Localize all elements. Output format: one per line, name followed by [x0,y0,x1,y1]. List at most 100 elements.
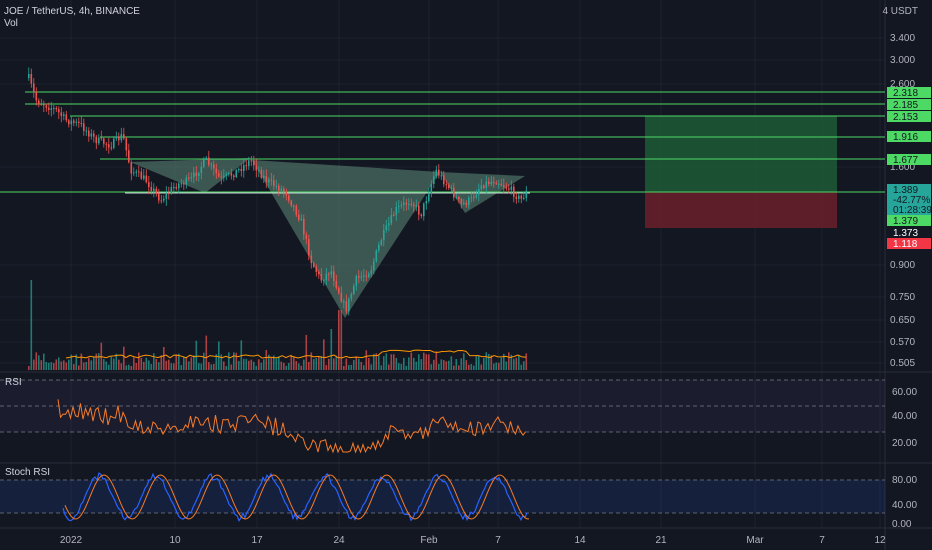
candle-body [150,187,153,191]
volume-bar [90,360,93,370]
volume-bar [518,355,520,370]
volume-bar [520,364,523,370]
candle-body [518,195,520,200]
volume-bar [408,357,410,370]
volume-bar [140,357,143,370]
volume-bar [435,351,438,370]
candle-body [480,185,483,189]
price-badge[interactable] [887,154,931,165]
left-shoulder[interactable] [130,158,250,193]
price-badge[interactable] [887,131,931,142]
candle-body [350,293,353,299]
candle-body [140,171,143,179]
price-badge[interactable] [887,238,931,249]
candle-body [333,271,335,281]
candle-body [310,255,313,264]
price-tick-label: 0.900 [890,260,915,271]
volume-bar [450,356,453,370]
candle-body [323,280,325,282]
volume-bar [168,359,170,370]
candle-body [313,263,315,267]
price-badge[interactable] [887,184,931,195]
candle-body [503,185,505,187]
candle-body [395,207,398,216]
volume-bar [358,358,360,370]
stop-loss-zone[interactable] [645,192,837,228]
price-axis[interactable]: 3.400 3.000 2.600 1.600 0.900 0.750 0.650 0.570… [887,33,932,530]
candle-body [135,171,138,173]
volume-bar [55,359,58,370]
candle-body [393,215,395,217]
volume-bar [258,359,260,370]
stoch-band [0,480,885,513]
price-badge-label: 1.118 [893,239,918,250]
volume-bar [223,361,225,370]
volume-bar [453,365,455,370]
candle-body [485,181,488,188]
volume-bar [135,363,138,370]
volume-bar [188,361,190,370]
candle-body [250,160,253,162]
time-axis[interactable]: 2022 10 17 24 Feb 7 14 21 Mar 7 12 [60,535,886,546]
candle-body [500,183,503,186]
long-profit-zone[interactable] [645,116,837,192]
currency-label[interactable]: 4 USDT [882,6,918,17]
volume-bar [95,353,98,370]
candle-body [78,121,80,123]
price-badge[interactable] [887,215,931,226]
candle-body [123,134,125,139]
volume-bar [213,363,215,370]
volume-bar [498,362,500,370]
price-badge[interactable] [887,87,931,98]
volume-bar [293,357,295,370]
volume-bar [33,359,35,370]
volume-bar [195,340,198,370]
volume-bar [420,359,423,370]
candle-body [380,240,383,245]
volume-bar [65,362,68,370]
price-badge[interactable] [887,111,931,122]
volume-bar [443,360,445,370]
position-zones [645,116,837,228]
candle-body [430,183,433,194]
volume-bar [153,353,155,370]
volume-bar [325,364,328,370]
volume-bar [380,365,383,370]
volume-bar [480,364,483,370]
candle-body [28,74,30,78]
candle-body [195,172,198,176]
volume-bar [328,358,330,370]
volume-bar [463,353,465,370]
candle-body [238,168,240,171]
volume-bar [363,365,365,370]
volume-bar [455,359,458,370]
candle-body [413,204,415,207]
candle-body [520,195,523,199]
candle-body [458,197,460,200]
stoch-tick-label: 0.00 [892,519,912,530]
candle-body [213,164,215,169]
price-badge[interactable] [887,227,931,238]
price-badge[interactable] [887,194,931,205]
price-badge-label: 1.373 [893,228,918,239]
price-badge-label: 01:28:39 [893,205,932,216]
candle-body [290,200,293,206]
candle-body [378,244,380,251]
volume-bar [323,339,325,370]
volume-bar [240,340,243,370]
volume-bar [235,352,238,370]
price-badge[interactable] [887,99,931,110]
price-badge[interactable] [887,204,931,215]
volume-bar [485,352,488,370]
candle-body [338,287,340,294]
volume-bar [280,361,283,370]
candle-body [285,191,288,196]
candle-body [203,158,205,167]
stoch-tick-label: 80.00 [892,475,917,486]
candle-body [360,276,363,278]
volume-bar [365,350,368,370]
head-triangle[interactable] [252,160,440,318]
volume-bar [500,357,503,370]
price-tick-label: 2.600 [890,79,915,90]
